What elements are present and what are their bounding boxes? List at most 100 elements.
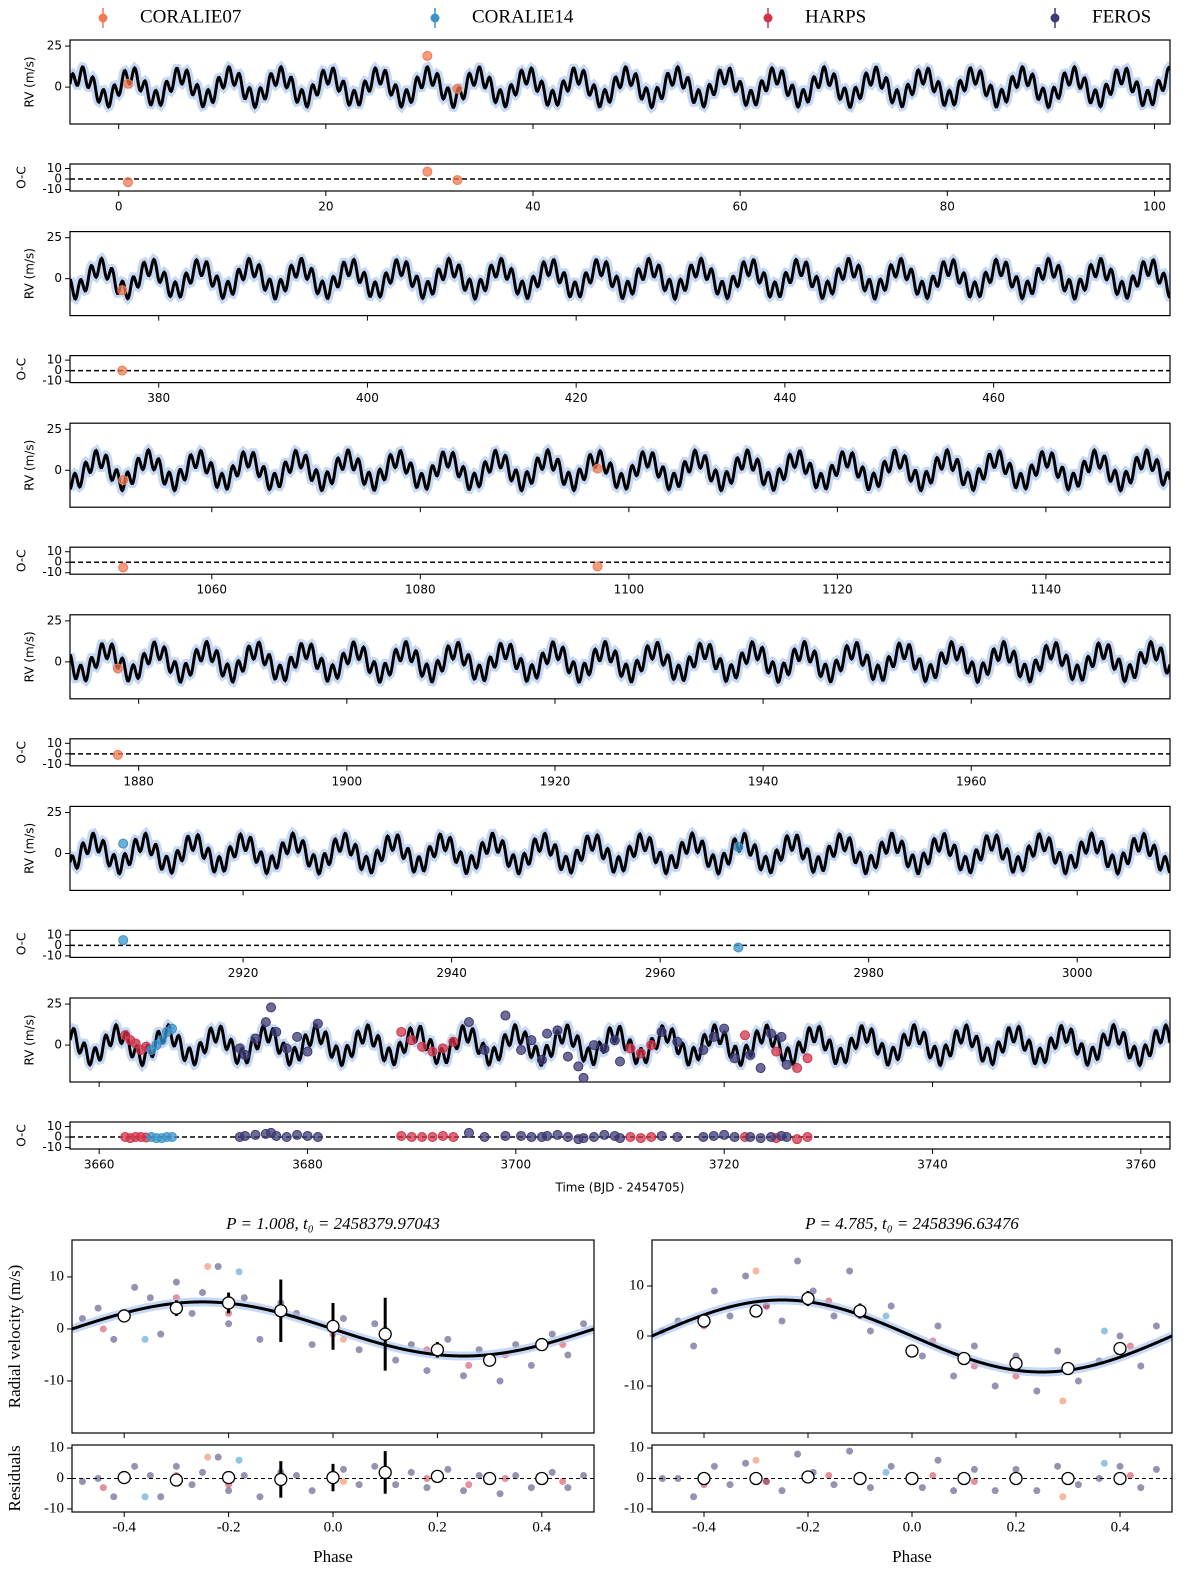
y-tick-label: -10 bbox=[42, 182, 62, 196]
y-axis-label: RV (m/s) bbox=[23, 1014, 37, 1065]
phase-point bbox=[204, 1263, 212, 1271]
bin-point bbox=[430, 1343, 445, 1357]
bin-residual-point bbox=[1061, 1471, 1075, 1486]
model-curve bbox=[652, 1298, 1172, 1374]
y-tick-label: 0 bbox=[54, 271, 62, 285]
residual-point bbox=[580, 1471, 588, 1479]
y-tick-label: 10 bbox=[47, 1119, 62, 1133]
residual-point bbox=[407, 1468, 415, 1476]
oc-point bbox=[281, 1132, 292, 1143]
y-tick-label: 0 bbox=[54, 172, 62, 186]
y-axis-label: RV (m/s) bbox=[23, 440, 37, 491]
oc-point bbox=[117, 365, 128, 376]
residual-point bbox=[950, 1487, 958, 1495]
residual-point bbox=[778, 1487, 786, 1495]
phase-point bbox=[1100, 1327, 1108, 1335]
phase-point bbox=[809, 1287, 817, 1295]
oc-point bbox=[646, 1132, 657, 1143]
bin-point bbox=[535, 1337, 549, 1352]
phase-point bbox=[866, 1327, 874, 1335]
rv-point bbox=[427, 1046, 438, 1057]
rv-point bbox=[240, 1049, 250, 1060]
oc-point bbox=[167, 1132, 178, 1143]
axes-frame bbox=[69, 805, 1171, 892]
phase-point bbox=[742, 1272, 750, 1280]
rv-point bbox=[500, 1010, 511, 1021]
oc-point bbox=[406, 1132, 417, 1143]
phase-point bbox=[355, 1346, 363, 1354]
rv-point bbox=[698, 1045, 709, 1056]
rv-point bbox=[437, 1043, 448, 1054]
oc-point bbox=[292, 1129, 303, 1140]
rv-point bbox=[112, 663, 123, 674]
phase-point bbox=[950, 1372, 958, 1380]
phase-x-label: Phase bbox=[313, 1547, 353, 1566]
phase-x-label: Phase bbox=[892, 1547, 932, 1566]
bin-residual-point bbox=[905, 1471, 919, 1486]
phase-point bbox=[778, 1317, 786, 1325]
y-tick-label: -10 bbox=[624, 1500, 644, 1516]
phase-point bbox=[726, 1312, 734, 1320]
legend-label: CORALIE07 bbox=[140, 6, 241, 27]
x-tick-label: 0.0 bbox=[324, 1519, 343, 1535]
rv-point bbox=[417, 1041, 428, 1052]
rv-point bbox=[625, 1043, 636, 1054]
residual-point bbox=[1137, 1484, 1145, 1492]
residual-point bbox=[355, 1481, 363, 1489]
bin-residual-point bbox=[801, 1470, 815, 1484]
x-tick-label: 2920 bbox=[228, 966, 259, 980]
residual-point bbox=[674, 1475, 682, 1482]
x-tick-label: 400 bbox=[356, 391, 379, 405]
phase-point bbox=[1152, 1322, 1160, 1330]
residual-point bbox=[131, 1462, 139, 1470]
bin-point bbox=[853, 1304, 867, 1318]
rv-point bbox=[552, 1025, 563, 1036]
y-tick-label: 0 bbox=[54, 1130, 62, 1144]
phase-point bbox=[991, 1382, 999, 1390]
legend-marker bbox=[763, 13, 773, 23]
axes-frame bbox=[69, 39, 1171, 125]
oc-point bbox=[781, 1132, 792, 1143]
y-axis-label: O-C bbox=[15, 549, 29, 572]
x-tick-label: 1080 bbox=[405, 583, 436, 597]
phase-point bbox=[934, 1322, 942, 1330]
residual-point bbox=[846, 1447, 854, 1455]
oc-point bbox=[562, 1132, 573, 1143]
phase-point bbox=[423, 1367, 431, 1375]
panel-title: P = 4.785, t₀ = 2458396.63476 bbox=[804, 1214, 1019, 1233]
residual-point bbox=[460, 1487, 467, 1495]
y-tick-label: 10 bbox=[47, 544, 62, 558]
residual-point bbox=[1033, 1487, 1041, 1495]
oc-point bbox=[542, 1130, 553, 1141]
x-tick-label: 0 bbox=[115, 200, 123, 214]
oc-point bbox=[729, 1132, 740, 1143]
phase-point bbox=[110, 1335, 118, 1343]
residual-point bbox=[292, 1471, 300, 1479]
axes-frame bbox=[69, 997, 1171, 1083]
residual-point bbox=[794, 1450, 802, 1458]
bin-residual-point bbox=[749, 1471, 763, 1486]
residual-point bbox=[726, 1481, 734, 1489]
y-tick-label: -10 bbox=[44, 1500, 64, 1516]
x-tick-label: 1900 bbox=[332, 774, 363, 788]
phase-point bbox=[970, 1342, 978, 1350]
y-axis-label: O-C bbox=[15, 166, 29, 189]
y-tick-label: 10 bbox=[47, 161, 62, 175]
x-tick-label: 1060 bbox=[197, 583, 228, 597]
rv-point bbox=[260, 1017, 271, 1028]
phase-point bbox=[887, 1302, 895, 1310]
residual-point bbox=[559, 1478, 567, 1486]
bin-point bbox=[905, 1344, 919, 1358]
rv-point bbox=[452, 83, 463, 94]
residual-point bbox=[527, 1484, 535, 1492]
rv-point bbox=[573, 1061, 584, 1072]
residual-point bbox=[1152, 1465, 1160, 1473]
rv-point bbox=[396, 1026, 407, 1037]
residual-point bbox=[94, 1475, 102, 1482]
residual-point bbox=[465, 1481, 473, 1489]
residual-point bbox=[690, 1493, 698, 1501]
axes-frame bbox=[69, 231, 1171, 317]
y-tick-label: 0 bbox=[54, 80, 62, 94]
y-axis-label: Radial velocity (m/s) bbox=[5, 1265, 24, 1409]
y-axis-label: RV (m/s) bbox=[23, 631, 37, 682]
